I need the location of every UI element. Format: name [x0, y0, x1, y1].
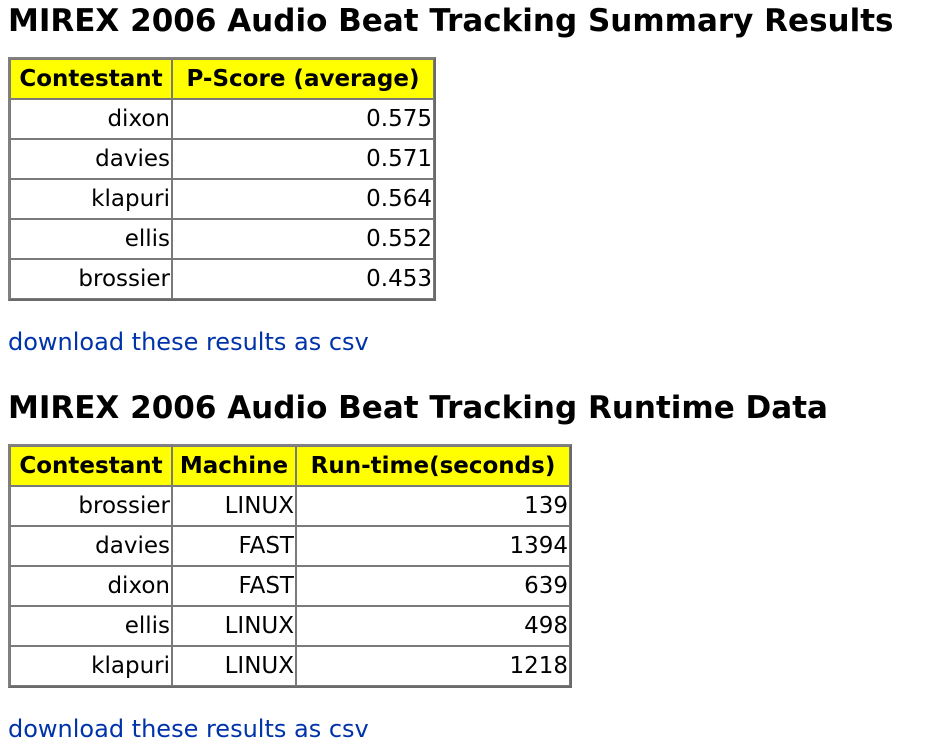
runtime-machine-cell: LINUX: [172, 646, 296, 686]
summary-pscore-cell: 0.564: [172, 179, 434, 219]
runtime-contestant-cell: klapuri: [10, 646, 172, 686]
runtime-contestant-cell: ellis: [10, 606, 172, 646]
table-row: dixon FAST 639: [10, 566, 570, 606]
summary-title: MIREX 2006 Audio Beat Tracking Summary R…: [8, 3, 894, 39]
runtime-header-machine: Machine: [172, 446, 296, 486]
runtime-seconds-cell: 1218: [296, 646, 570, 686]
summary-header-row: Contestant P-Score (average): [10, 59, 434, 99]
summary-csv-download-link[interactable]: download these results as csv: [8, 328, 369, 356]
runtime-csv-download-link[interactable]: download these results as csv: [8, 715, 369, 743]
summary-pscore-cell: 0.575: [172, 99, 434, 139]
summary-contestant-cell: dixon: [10, 99, 172, 139]
table-row: brossier 0.453: [10, 259, 434, 299]
runtime-header-row: Contestant Machine Run-time(seconds): [10, 446, 570, 486]
summary-header-contestant: Contestant: [10, 59, 172, 99]
table-row: brossier LINUX 139: [10, 486, 570, 526]
table-row: davies FAST 1394: [10, 526, 570, 566]
summary-pscore-cell: 0.552: [172, 219, 434, 259]
table-row: dixon 0.575: [10, 99, 434, 139]
runtime-machine-cell: LINUX: [172, 486, 296, 526]
table-row: ellis 0.552: [10, 219, 434, 259]
summary-contestant-cell: davies: [10, 139, 172, 179]
summary-header-pscore: P-Score (average): [172, 59, 434, 99]
table-row: klapuri LINUX 1218: [10, 646, 570, 686]
runtime-contestant-cell: dixon: [10, 566, 172, 606]
table-row: davies 0.571: [10, 139, 434, 179]
runtime-contestant-cell: brossier: [10, 486, 172, 526]
runtime-machine-cell: FAST: [172, 566, 296, 606]
runtime-seconds-cell: 1394: [296, 526, 570, 566]
runtime-header-contestant: Contestant: [10, 446, 172, 486]
table-row: ellis LINUX 498: [10, 606, 570, 646]
runtime-machine-cell: LINUX: [172, 606, 296, 646]
summary-contestant-cell: brossier: [10, 259, 172, 299]
summary-table: Contestant P-Score (average) dixon 0.575…: [8, 57, 436, 301]
runtime-seconds-cell: 498: [296, 606, 570, 646]
runtime-seconds-cell: 139: [296, 486, 570, 526]
runtime-table: Contestant Machine Run-time(seconds) bro…: [8, 444, 572, 688]
summary-pscore-cell: 0.571: [172, 139, 434, 179]
summary-contestant-cell: ellis: [10, 219, 172, 259]
runtime-machine-cell: FAST: [172, 526, 296, 566]
runtime-seconds-cell: 639: [296, 566, 570, 606]
runtime-header-runtime: Run-time(seconds): [296, 446, 570, 486]
summary-contestant-cell: klapuri: [10, 179, 172, 219]
summary-pscore-cell: 0.453: [172, 259, 434, 299]
runtime-contestant-cell: davies: [10, 526, 172, 566]
table-row: klapuri 0.564: [10, 179, 434, 219]
runtime-title: MIREX 2006 Audio Beat Tracking Runtime D…: [8, 390, 828, 426]
